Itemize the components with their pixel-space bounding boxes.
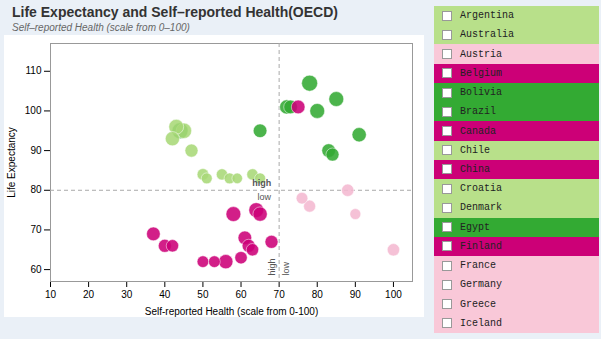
svg-text:80: 80 <box>30 184 42 195</box>
html-text:Belgium: Belgium <box>460 67 502 79</box>
html-text:Germany: Germany <box>460 279 502 291</box>
html-text:Chile: Chile <box>460 144 490 156</box>
svg-text:low: low <box>281 261 291 275</box>
svg-text:90: 90 <box>350 289 362 300</box>
html-text:Croatia: Croatia <box>460 183 502 195</box>
html-text:Brazil: Brazil <box>460 106 496 118</box>
svg-text:10: 10 <box>45 289 57 300</box>
html-text:Argentina: Argentina <box>460 10 514 22</box>
svg-text:Life Expectancy: Life Expectancy <box>6 127 17 198</box>
svg-text:high: high <box>252 178 271 188</box>
html-text:Australia: Australia <box>460 29 514 41</box>
svg-text:Self-reported Health (scale fr: Self-reported Health (scale from 0-100) <box>145 306 318 317</box>
svg-text:90: 90 <box>30 145 42 156</box>
svg-text:80: 80 <box>312 289 324 300</box>
html-text:Iceland: Iceland <box>460 317 502 329</box>
svg-text:high: high <box>267 258 277 275</box>
html-text:Canada: Canada <box>460 125 496 137</box>
html-text:Greece: Greece <box>460 298 496 310</box>
html-text:Austria: Austria <box>460 48 502 60</box>
html-text:Finland: Finland <box>460 240 502 252</box>
html-text:Life Expectancy and Self–repor: Life Expectancy and Self–reported Health… <box>12 4 338 20</box>
svg-text:100: 100 <box>25 105 42 116</box>
svg-text:110: 110 <box>26 65 42 76</box>
html-text:Denmark: Denmark <box>460 202 502 214</box>
html-text:Bolivia: Bolivia <box>460 87 502 98</box>
svg-text:100: 100 <box>385 289 402 300</box>
html-text:China: China <box>460 164 490 175</box>
svg-text:low: low <box>258 192 272 202</box>
html-text:France: France <box>460 260 496 272</box>
svg-text:60: 60 <box>235 289 247 300</box>
svg-text:70: 70 <box>30 224 42 235</box>
svg-text:40: 40 <box>159 289 171 300</box>
svg-text:20: 20 <box>83 289 95 300</box>
svg-text:30: 30 <box>121 289 133 300</box>
html-text:Self–reported Health (scale fr: Self–reported Health (scale from 0–100) <box>12 22 190 33</box>
svg-text:50: 50 <box>197 289 209 300</box>
svg-text:60: 60 <box>30 264 42 275</box>
html-text:Egypt: Egypt <box>460 221 490 233</box>
svg-text:70: 70 <box>274 289 286 300</box>
